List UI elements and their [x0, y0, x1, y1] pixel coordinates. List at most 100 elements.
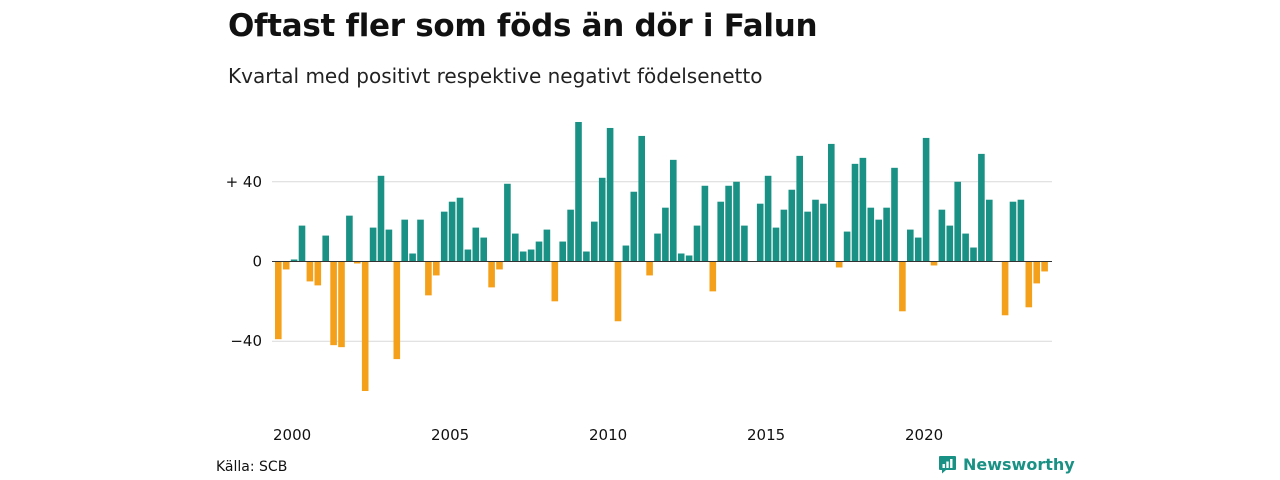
bar [954, 181, 961, 262]
bar [804, 211, 811, 262]
brand-name: Newsworthy [963, 455, 1075, 474]
bar [820, 203, 827, 262]
bar [1041, 261, 1048, 272]
y-tick-label: + 40 [226, 173, 262, 191]
bar [575, 121, 582, 262]
bar [907, 229, 914, 262]
source-note: Källa: SCB [216, 459, 288, 475]
bar [448, 201, 456, 262]
x-axis-ticks: 2000 2005 2010 2015 2020 [273, 426, 943, 444]
bar [346, 215, 353, 262]
bar [1009, 201, 1017, 262]
bar [638, 135, 645, 262]
bar [930, 261, 938, 266]
bar [567, 209, 574, 262]
bar [1033, 261, 1040, 284]
bar [654, 233, 661, 262]
bar [741, 225, 748, 262]
bar [385, 229, 393, 262]
brand-logo[interactable]: Newsworthy [938, 455, 1075, 474]
bar [369, 227, 377, 262]
bar [527, 249, 535, 262]
bar [583, 251, 590, 262]
x-tick-label: 2010 [589, 426, 627, 444]
bar [788, 189, 796, 262]
bar [298, 225, 306, 262]
bar [899, 261, 906, 312]
bar [859, 157, 867, 262]
bar [756, 203, 764, 262]
y-tick-label: 0 [252, 252, 262, 270]
bar [780, 209, 788, 262]
bar [772, 227, 780, 262]
bar [891, 167, 898, 262]
bar [962, 233, 969, 262]
bar [409, 253, 416, 262]
bar [512, 233, 519, 262]
bars [275, 121, 1048, 392]
bar [701, 185, 709, 262]
bar [914, 237, 922, 262]
bar [606, 127, 614, 262]
bar [843, 231, 851, 262]
bar [417, 219, 424, 262]
bar [970, 247, 977, 262]
bar [559, 241, 566, 262]
bar [867, 207, 875, 262]
bar [796, 155, 803, 262]
bar [733, 181, 740, 262]
chart-subtitle: Kvartal med positivt respektive negativt… [228, 64, 763, 88]
bar [670, 159, 677, 262]
bar [677, 253, 685, 262]
bar [922, 137, 930, 262]
bar [433, 261, 440, 276]
bar [1017, 199, 1025, 262]
bar [504, 183, 511, 262]
bar [709, 261, 717, 292]
bar [622, 245, 630, 262]
bar [598, 177, 606, 262]
bar [290, 259, 298, 262]
bar [354, 261, 361, 264]
bar [330, 261, 337, 346]
y-tick-label: −40 [230, 332, 262, 350]
bar [828, 143, 835, 262]
bar [480, 237, 487, 262]
bar [322, 235, 329, 262]
bar [551, 261, 559, 302]
bar [361, 261, 369, 392]
bar [938, 209, 946, 262]
bar [377, 175, 385, 262]
bar [662, 207, 669, 262]
bar [875, 219, 882, 262]
x-tick-label: 2015 [747, 426, 785, 444]
bar [986, 199, 993, 262]
bar [338, 261, 345, 348]
bar [314, 261, 322, 286]
bar [275, 261, 282, 340]
bar [535, 241, 543, 262]
bar [393, 261, 401, 360]
y-axis-ticks: + 40 0 −40 [226, 173, 262, 350]
bar [764, 175, 772, 262]
bar [519, 251, 527, 262]
bar [725, 185, 732, 262]
x-tick-label: 2005 [431, 426, 469, 444]
chart-title: Oftast fler som föds än dör i Falun [228, 8, 818, 44]
bar [440, 211, 448, 262]
bar [591, 221, 598, 262]
bar [851, 163, 859, 262]
x-tick-label: 2020 [905, 426, 943, 444]
bar [646, 261, 653, 276]
bar [1025, 261, 1033, 308]
bar [614, 261, 622, 322]
bar [946, 225, 954, 262]
bar [401, 219, 408, 262]
bar [306, 261, 314, 282]
grid-lines [272, 181, 1052, 342]
bar [1001, 261, 1009, 316]
x-tick-label: 2000 [273, 426, 311, 444]
bar-chart-logo-icon [939, 456, 956, 474]
bar [282, 261, 290, 270]
bar [543, 229, 551, 262]
